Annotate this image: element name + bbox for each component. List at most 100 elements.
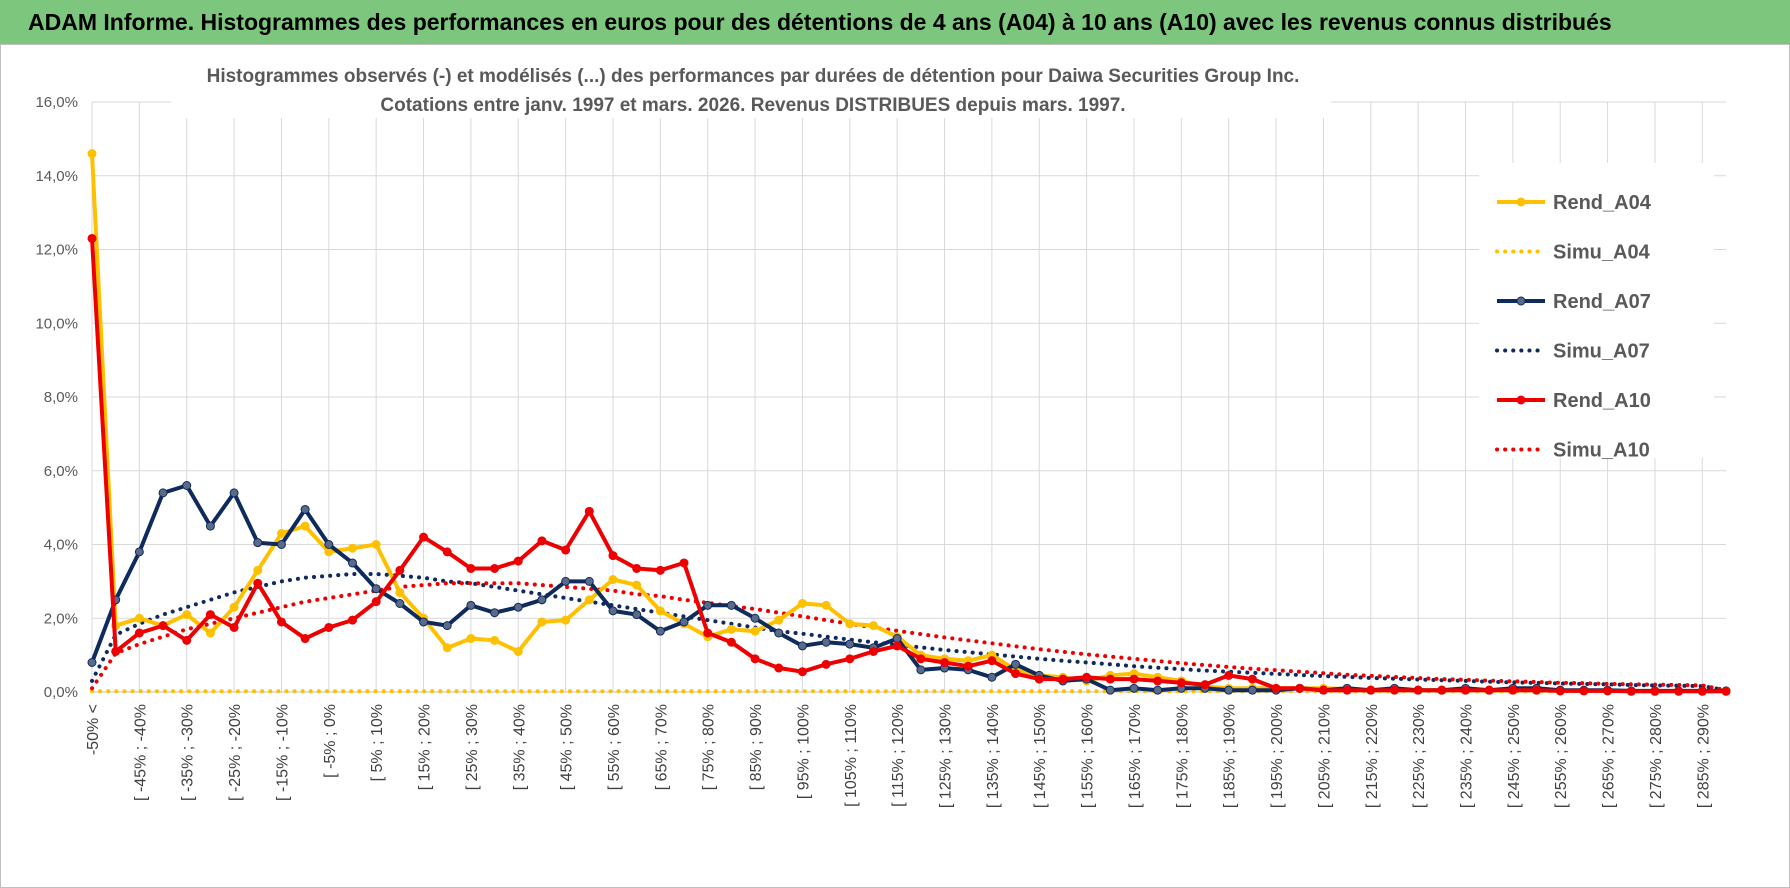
title-backdrop [171,60,1331,118]
data-point-rend-a07 [679,617,689,627]
data-point-rend-a10 [253,578,263,588]
data-point-rend-a10 [1674,686,1684,696]
data-point-rend-a10 [1034,674,1044,684]
data-point-rend-a10 [1626,686,1636,696]
legend-marker-rend-a10 [1516,395,1526,405]
data-point-rend-a04 [584,595,594,605]
data-point-rend-a10 [324,622,334,632]
data-point-rend-a04 [797,599,807,608]
data-point-rend-a10 [1247,674,1257,684]
x-tick-label: [ -25% ; -20% [227,704,244,801]
x-tick-label: [ 145% ; 150% [1032,704,1049,808]
data-point-rend-a10 [490,563,500,573]
x-tick-label: [ 195% ; 200% [1269,704,1286,808]
series-lines [87,149,1731,696]
data-point-rend-a04 [490,635,500,645]
x-tick-label: [ -5% ; 0% [322,704,339,778]
legend-label-simu-a10: Simu_A10 [1553,440,1650,462]
data-point-rend-a04 [182,610,192,620]
data-point-rend-a04 [253,565,263,575]
x-tick-label: [ 245% ; 250% [1506,704,1523,808]
x-tick-label: [ 55% ; 60% [606,704,623,790]
histogram-line-chart: 0,0% 2,0% 4,0% 6,0% 8,0% 10,0% 12,0% 14,0% 16,0%… [35,60,1731,808]
data-point-rend-a10 [395,565,405,575]
x-tick-label: [ 185% ; 190% [1222,704,1239,808]
data-point-rend-a10 [1200,680,1210,690]
data-point-rend-a07 [276,540,286,549]
data-point-rend-a07 [158,488,168,498]
y-tick-label: 10,0% [35,315,78,332]
x-tick-label: [ 235% ; 240% [1459,704,1476,808]
x-tick-label: [ 105% ; 110% [843,704,860,807]
data-point-rend-a10 [608,551,618,561]
x-tick-label: [ 265% ; 270% [1601,704,1618,808]
data-point-rend-a10 [442,547,452,557]
x-tick-label: [ 25% ; 30% [464,704,481,790]
data-point-rend-a10 [1413,685,1423,695]
data-point-rend-a10 [1508,685,1518,695]
x-tick-label: [ 15% ; 20% [417,704,434,790]
x-tick-label: [ 255% ; 260% [1553,704,1570,808]
data-point-rend-a10 [940,658,950,667]
data-point-rend-a04 [466,634,476,644]
data-point-rend-a10 [1342,685,1352,695]
y-tick-label: 8,0% [44,389,78,406]
data-point-rend-a10 [1176,678,1186,688]
data-point-rend-a10 [1271,683,1281,693]
x-tick-label: [ 165% ; 170% [1127,704,1144,808]
data-point-rend-a04 [561,615,571,625]
y-tick-label: 12,0% [35,242,78,259]
data-point-rend-a07 [395,599,405,608]
legend-label-rend-a10: Rend_A10 [1553,390,1651,412]
data-point-rend-a07 [821,637,831,647]
banner-title: ADAM Informe. Histogrammes des performan… [0,0,1790,44]
series-line-rend-a07 [90,483,1726,693]
data-point-rend-a07 [892,634,902,644]
chart-title: Histogrammes observés (-) et modélisés (… [207,66,1300,87]
data-point-rend-a07 [87,658,97,667]
data-point-rend-a10 [1697,686,1707,696]
x-tick-label: [ 225% ; 230% [1411,704,1428,808]
x-tick-label: [ 215% ; 220% [1364,704,1381,808]
chart-subtitle: Cotations entre janv. 1997 et mars. 2026… [380,95,1125,116]
data-point-rend-a07 [419,617,429,627]
x-tick-label: [ 285% ; 290% [1695,704,1712,808]
data-point-rend-a07 [466,600,476,610]
data-point-rend-a10 [1224,670,1234,680]
data-point-rend-a07 [797,641,807,651]
data-point-rend-a07 [182,481,192,490]
data-point-rend-a10 [963,661,973,671]
data-point-rend-a10 [158,621,168,631]
data-point-rend-a10 [537,536,547,546]
data-point-rend-a10 [466,563,476,573]
data-point-rend-a07 [229,488,239,498]
data-point-rend-a10 [655,565,665,575]
data-point-rend-a10 [703,628,713,638]
x-tick-label: [ 45% ; 50% [559,704,576,790]
data-point-rend-a07 [726,600,736,610]
data-point-rend-a07 [916,665,926,675]
data-point-rend-a10 [1721,686,1731,696]
x-tick-label: [ 85% ; 90% [748,704,765,790]
series-line-simu-a10 [90,581,1728,693]
data-point-rend-a10 [1650,686,1660,696]
legend: Rend_A04 Simu_A04 Rend_A07 Simu_A07 Rend_A10… [1479,163,1714,462]
data-point-rend-a07 [845,639,855,649]
data-point-rend-a10 [419,532,429,542]
y-tick-label: 14,0% [35,168,78,185]
data-point-rend-a04 [750,626,760,636]
data-point-rend-a10 [1532,685,1542,695]
chart-titles: Histogrammes observés (-) et modélisés (… [171,60,1331,118]
data-point-rend-a10 [1579,686,1589,696]
data-point-rend-a04 [300,521,310,531]
x-tick-label: [ 155% ; 160% [1080,704,1097,808]
y-tick-label: 0,0% [44,684,78,701]
data-point-rend-a07 [300,504,310,514]
data-point-rend-a04 [608,575,618,585]
x-axis-tick-labels: -50% < [ -45% ; -40% [ -35% ; -30% [ -25% ;… [85,704,1712,808]
data-point-rend-a10 [347,615,357,625]
y-axis-tick-labels: 0,0% 2,0% 4,0% 6,0% 8,0% 10,0% 12,0% 14,0% 16,0% [35,94,78,701]
data-point-rend-a10 [1366,685,1376,695]
data-point-rend-a07 [561,576,571,586]
data-point-rend-a10 [632,563,642,573]
